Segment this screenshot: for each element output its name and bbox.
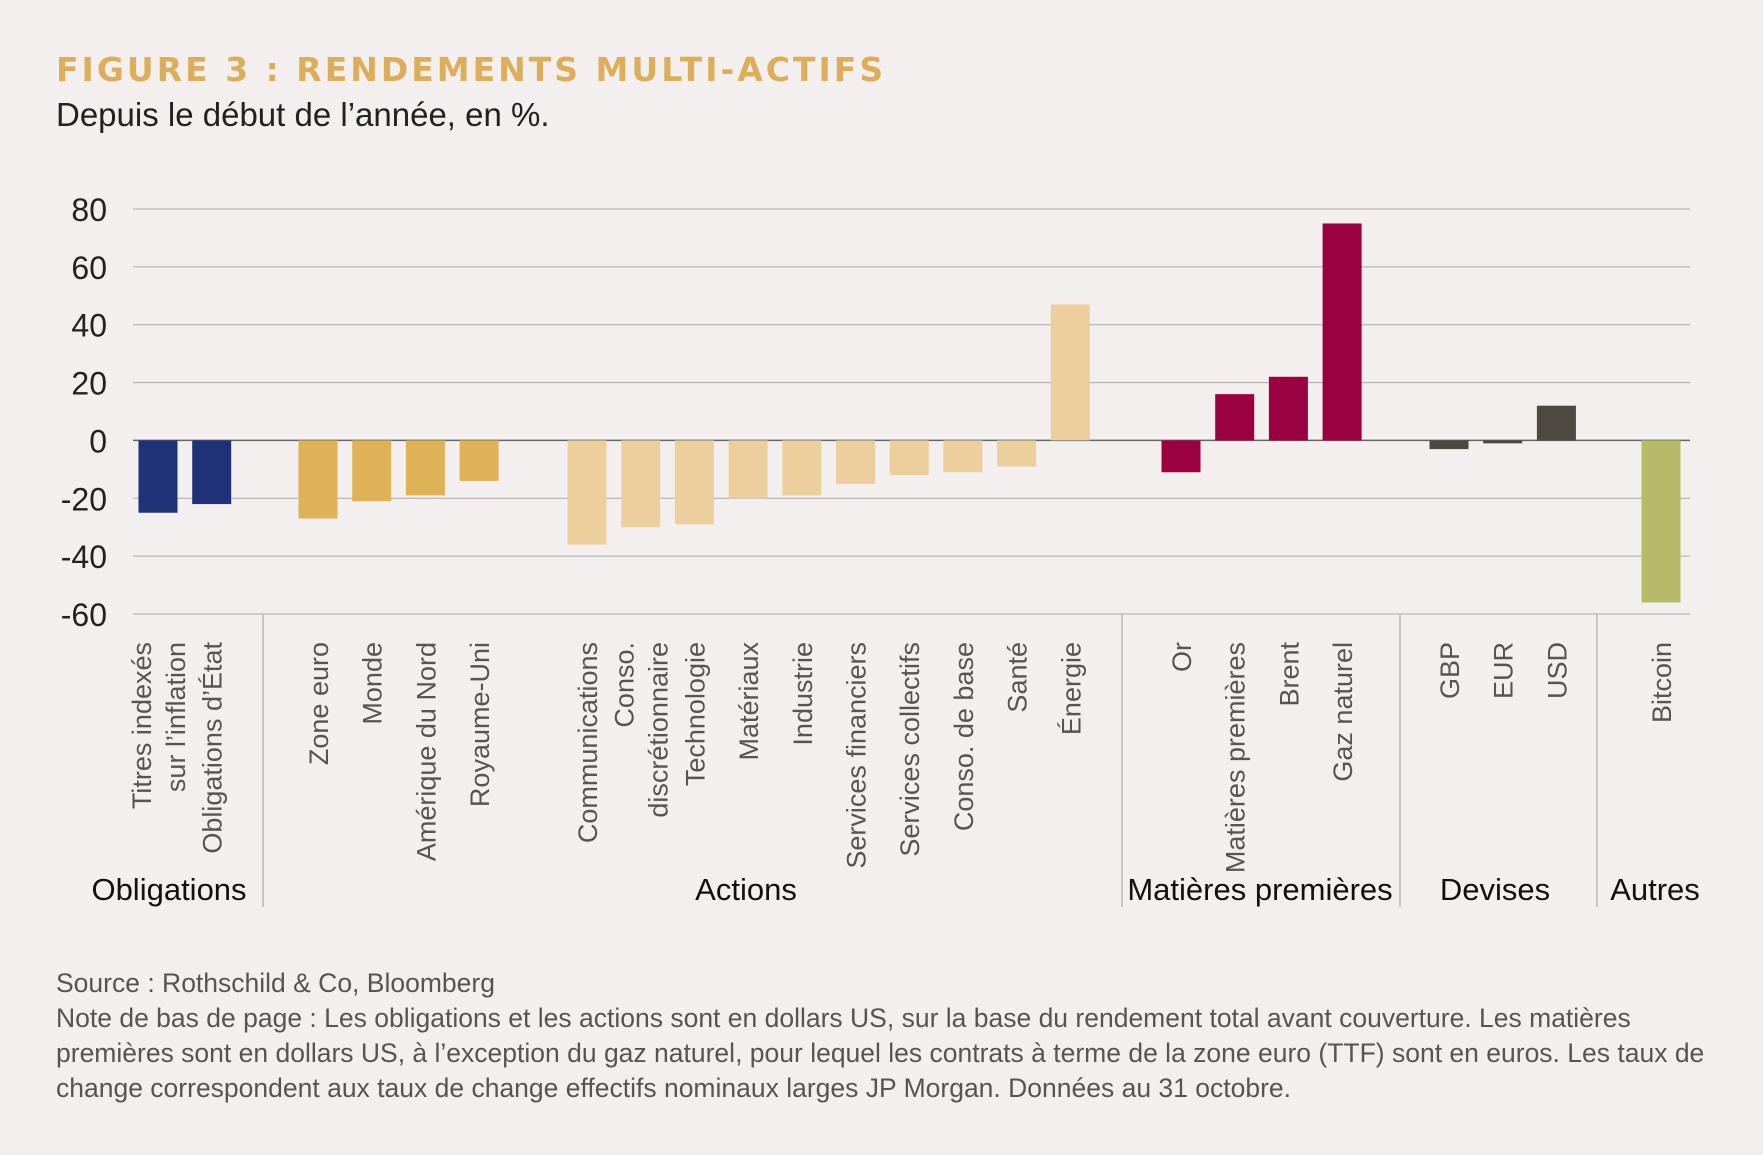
category-label: USD [1542,642,1572,699]
category-label: Conso. de base [949,642,979,831]
y-tick-label: 80 [71,192,107,228]
note-text: Note de bas de page : Les obligations et… [56,1003,1705,1103]
bar [352,440,392,502]
bar [1322,223,1362,441]
category-label: Zone euro [304,642,334,765]
category-label: Titres indexés [127,642,157,809]
category-label: Conso. [610,642,640,728]
category-label: Santé [1003,642,1033,713]
group-label: Devises [1440,872,1550,907]
category-label: Énergie [1056,642,1086,735]
category-label: Industrie [788,642,818,746]
group-label: Matières premières [1127,872,1392,907]
chart-title: FIGURE 3 : RENDEMENTS MULTI-ACTIFS [56,50,887,89]
bar [138,440,178,513]
category-label: Brent [1274,642,1304,707]
category-label: Services financiers [842,642,872,869]
category-label: Or [1167,642,1197,672]
bar [943,440,983,473]
bar [1161,440,1201,473]
bar [1429,440,1469,450]
y-tick-label: -20 [61,481,107,517]
category-label: GBP [1435,642,1465,699]
bar [1268,376,1308,441]
y-tick-label: -60 [61,597,107,633]
bar [1536,405,1576,441]
category-label: sur l’inflation [161,642,191,792]
category-label: discrétionnaire [644,642,674,818]
source-text: Source : Rothschild & Co, Bloomberg [56,968,495,998]
bar [782,440,822,496]
bar [405,440,445,496]
bar [889,440,929,476]
y-tick-label: 40 [71,308,107,344]
category-label: Services collectifs [895,642,925,857]
chart-subtitle: Depuis le début de l’année, en %. [56,96,550,133]
bar [459,440,499,481]
group-label: Actions [695,872,797,907]
bar [1215,394,1255,441]
category-label: Matériaux [734,642,764,761]
footnote: Source : Rothschild & Co, Bloomberg Note… [56,966,1716,1106]
bar [836,440,875,484]
category-label: Technologie [680,642,710,786]
bar [567,440,607,545]
bar [621,440,661,528]
bar [674,440,714,525]
y-tick-label: 0 [89,423,107,459]
bar [192,440,232,505]
category-label: Royaume-Uni [465,642,495,807]
bar-chart: 80 60 40 20 0 -20 -40 -60 Titres indexés sur l’in… [61,192,1700,907]
group-label: Obligations [91,872,246,907]
bar [997,440,1037,467]
bar [728,440,768,499]
category-label: EUR [1489,642,1519,699]
bar [1050,304,1090,441]
y-tick-label: 20 [71,366,107,402]
category-label: Bitcoin [1647,642,1677,723]
bar [1483,440,1523,444]
category-label: Matières premières [1221,642,1251,873]
bar [1641,440,1681,603]
category-label: Obligations d’État [198,642,228,854]
bar [298,440,338,519]
group-label: Autres [1610,872,1700,907]
category-label: Amérique du Nord [411,642,441,861]
y-tick-label: 60 [71,250,107,286]
category-label: Gaz naturel [1328,642,1358,782]
category-label: Monde [358,642,388,725]
category-label: Communications [573,642,603,843]
y-tick-label: -40 [61,539,107,575]
